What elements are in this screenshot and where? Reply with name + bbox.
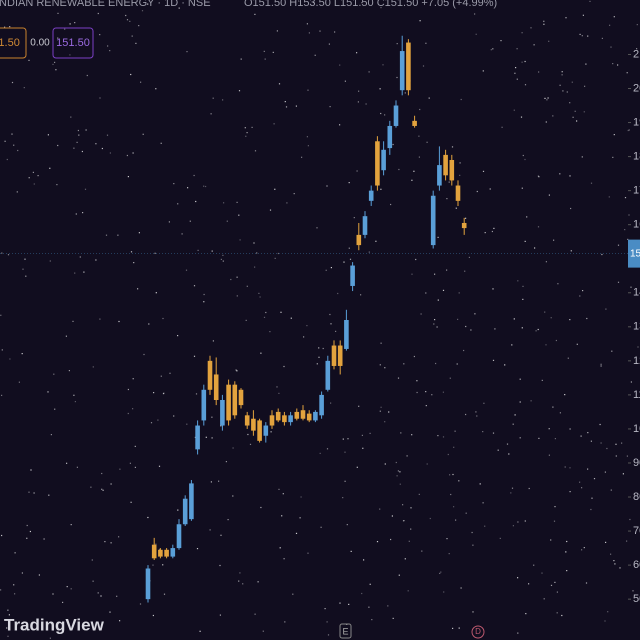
y-tick-label: 180 <box>633 151 640 163</box>
candle-body <box>176 524 182 549</box>
candle-body <box>251 418 256 431</box>
candle-body <box>269 415 275 426</box>
candle-body <box>412 120 417 126</box>
candle-body <box>220 400 225 426</box>
buy-price[interactable]: 151.50 <box>56 37 90 49</box>
candle-body <box>164 549 169 557</box>
candle-body <box>257 420 262 441</box>
candle-body <box>189 483 194 520</box>
candle-body <box>195 425 200 450</box>
last-price-tag <box>628 239 640 268</box>
candle-body <box>461 222 467 229</box>
ohlc-readout: O151.50 H153.50 L151.50 C151.50 +7.05 (+… <box>244 0 497 9</box>
y-tick-label: 70 <box>633 525 640 537</box>
candle-body <box>170 548 176 557</box>
candle-body <box>443 154 448 176</box>
candle-body <box>393 105 399 126</box>
y-tick-label: 160 <box>633 219 640 231</box>
candle-body <box>399 51 405 91</box>
logo[interactable]: TradingView <box>4 615 105 634</box>
candle-body <box>375 141 380 186</box>
y-tick-label: 110 <box>633 389 640 401</box>
event-icon[interactable] <box>339 623 352 639</box>
candle-body <box>437 165 442 186</box>
candle-body <box>455 185 461 201</box>
event-marker[interactable]: E <box>342 626 348 636</box>
candle-body <box>449 160 455 181</box>
candle-body <box>201 389 207 421</box>
candle-body <box>387 125 393 149</box>
candle-body <box>344 320 349 349</box>
dividend-marker[interactable]: D <box>475 627 481 636</box>
candle-body <box>226 384 231 421</box>
y-tick-label: 90 <box>633 457 640 469</box>
y-tick-label: 120 <box>633 355 640 367</box>
y-tick-label: 190 <box>633 116 640 128</box>
candle-body <box>288 415 293 423</box>
candle-body <box>182 498 188 525</box>
candle-body <box>232 384 238 416</box>
y-tick-label: 80 <box>633 491 640 503</box>
last-price-label: 151.50 <box>630 248 640 259</box>
y-tick-label: 130 <box>633 321 640 333</box>
candle-body <box>300 410 306 419</box>
candle-body <box>368 190 374 201</box>
candle-body <box>275 411 281 421</box>
candle-body <box>151 544 157 559</box>
buy-button[interactable] <box>52 27 94 59</box>
candle-body <box>244 415 250 426</box>
candle-body <box>213 374 219 400</box>
candle-body <box>331 345 337 366</box>
candle-body <box>381 149 386 171</box>
symbol-title: INDIAN RENEWABLE ENERGY · 1D · NSE <box>0 0 211 9</box>
candle-body <box>145 568 151 600</box>
candle-body <box>406 42 411 91</box>
candle-body <box>362 216 368 235</box>
y-tick-label: 140 <box>633 287 640 299</box>
candle-body <box>313 411 318 421</box>
dividend-icon[interactable] <box>471 625 485 639</box>
y-tick-label: 50 <box>633 593 640 605</box>
y-tick-label: 100 <box>633 423 640 435</box>
y-tick-label: 170 <box>633 185 640 197</box>
spread: 0.00 <box>30 38 50 49</box>
candle-body <box>325 360 331 390</box>
candle-body <box>282 415 287 423</box>
y-tick-label: 210 <box>633 48 640 60</box>
candle-body <box>158 549 163 557</box>
candle-body <box>356 234 362 246</box>
candle-body <box>430 195 436 246</box>
candle-body <box>263 425 269 436</box>
candle-body <box>350 265 355 286</box>
candle-body <box>207 360 213 390</box>
y-tick-label: 200 <box>633 82 640 94</box>
candle-body <box>319 394 324 416</box>
candle-body <box>238 389 244 406</box>
candle-body <box>294 411 300 419</box>
candle-body <box>337 345 343 366</box>
y-tick-label: 60 <box>633 559 640 571</box>
plot-area: 5060708090100110120130140150160170180190… <box>0 35 640 605</box>
sell-button[interactable] <box>0 27 27 59</box>
sell-price[interactable]: 151.50 <box>0 37 20 49</box>
candle-body <box>306 413 312 421</box>
